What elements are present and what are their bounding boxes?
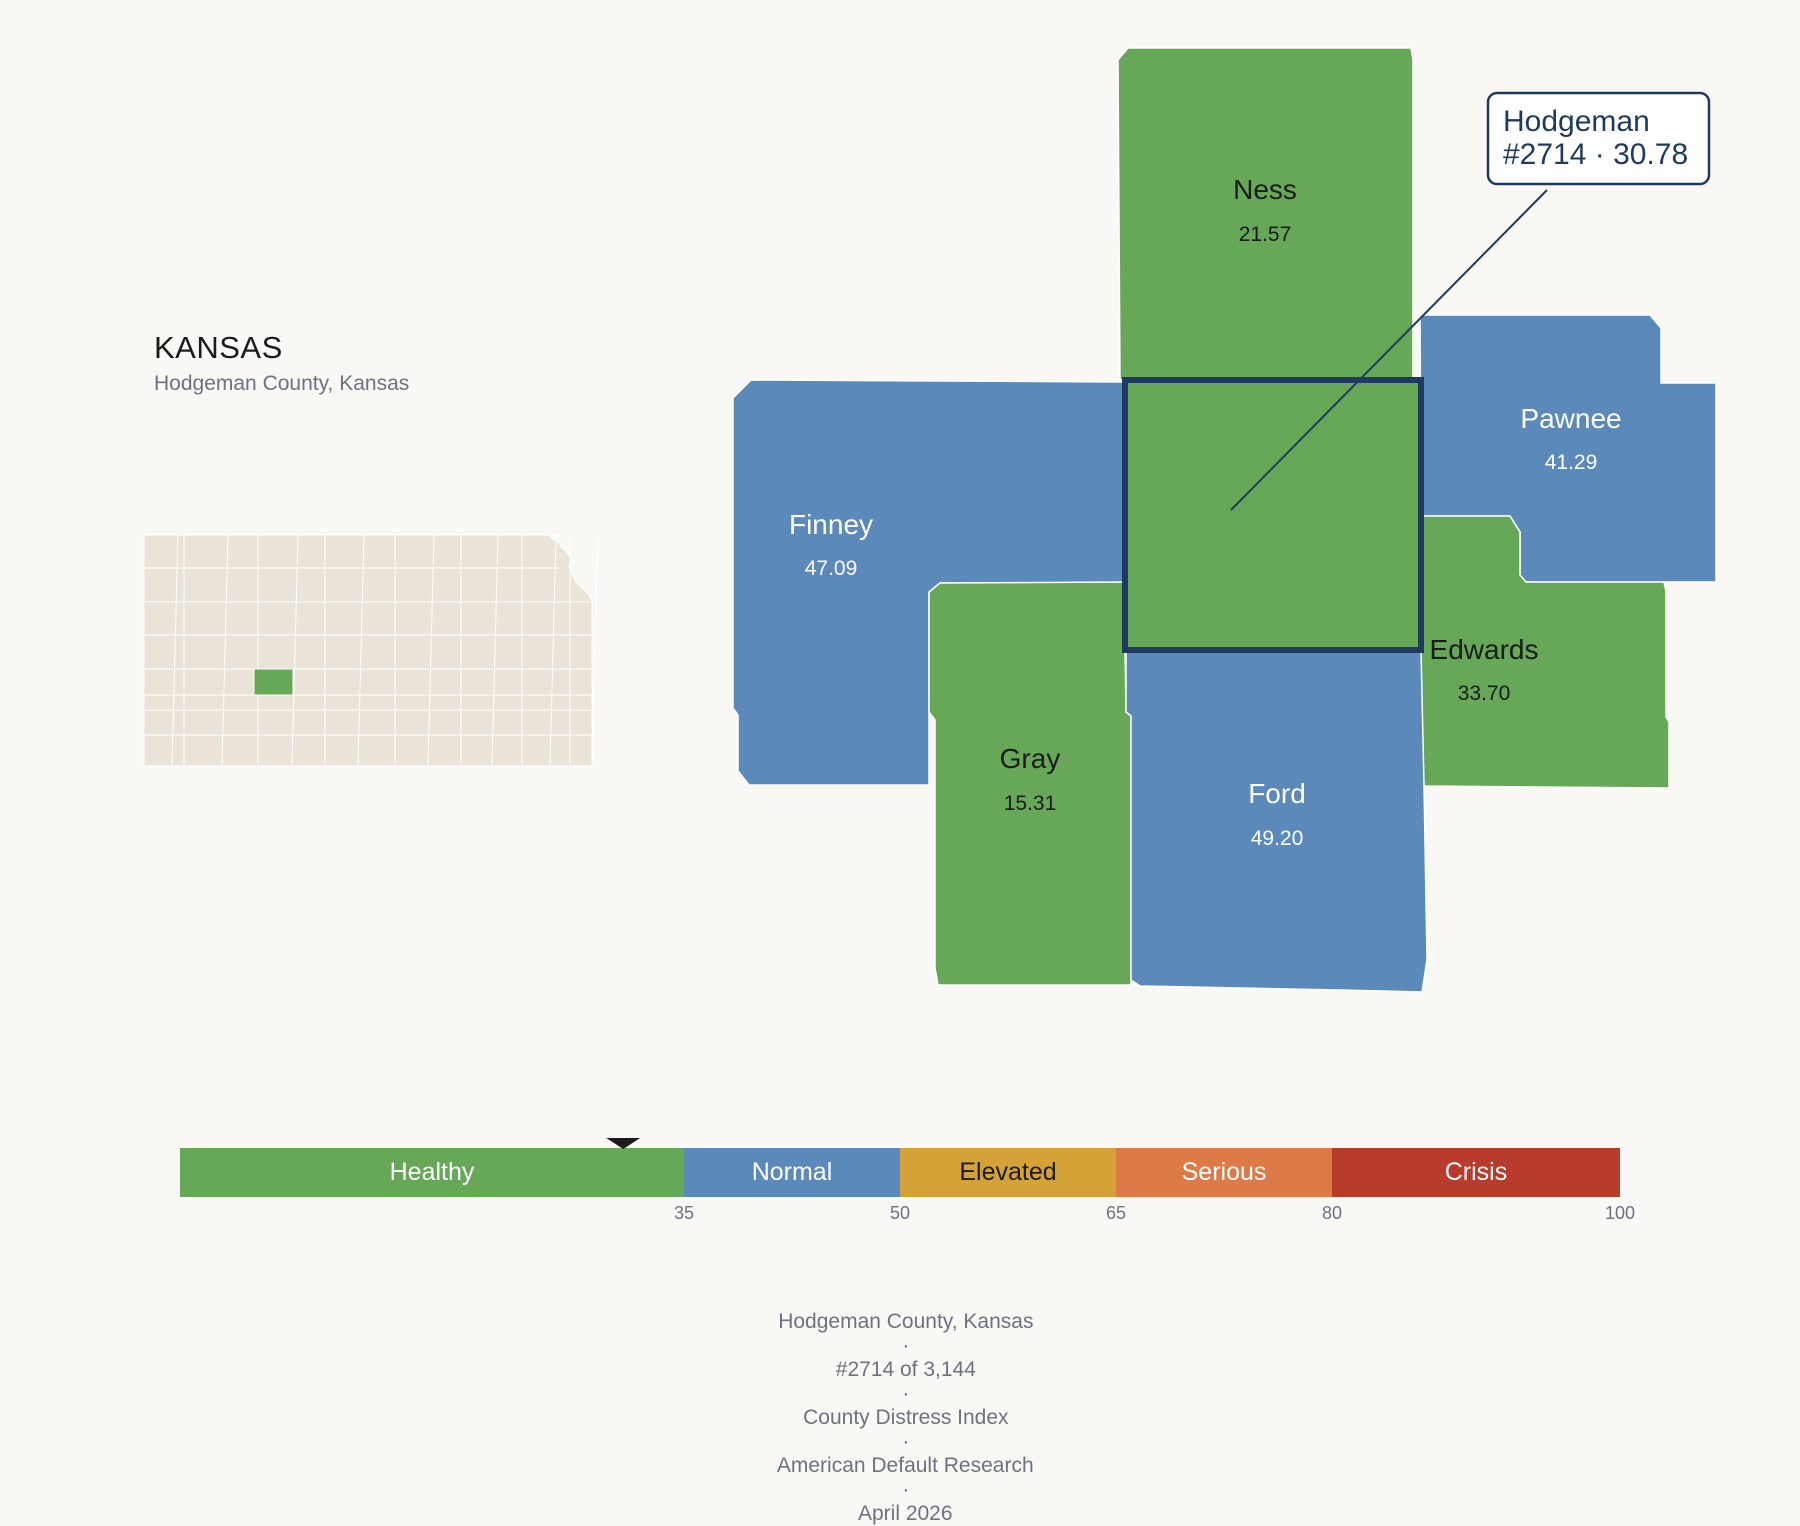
legend-band-label-normal: Normal bbox=[752, 1158, 833, 1186]
county-value-edwards: 33.70 bbox=[1458, 682, 1511, 705]
callout-box bbox=[1486, 91, 1711, 186]
legend-band-serious bbox=[1116, 1148, 1332, 1197]
inset-county-border bbox=[221, 534, 229, 767]
state-title: KANSAS bbox=[154, 330, 283, 365]
legend-tick-label: 50 bbox=[890, 1203, 910, 1223]
inset-hodgeman-highlight bbox=[253, 668, 294, 696]
footer: Hodgeman County, Kansas · #2714 of 3,144… bbox=[0, 1286, 1800, 1526]
county-value-pawnee: 41.29 bbox=[1545, 451, 1598, 474]
legend-tick-label: 100 bbox=[1605, 1203, 1635, 1223]
legend-tick-label: 35 bbox=[674, 1203, 694, 1223]
county-value-ness: 21.57 bbox=[1239, 223, 1292, 246]
legend-tick-label: 80 bbox=[1322, 1203, 1342, 1223]
legend-band-healthy bbox=[180, 1148, 684, 1197]
county-label-ford: Ford bbox=[1248, 778, 1306, 809]
legend-band-label-elevated: Elevated bbox=[959, 1158, 1056, 1186]
county-value-ford: 49.20 bbox=[1251, 827, 1304, 850]
footer-separator: · bbox=[884, 1382, 927, 1405]
footer-separator: · bbox=[884, 1334, 927, 1357]
callout-county-name: Hodgeman bbox=[1503, 105, 1650, 138]
distress-scale-legend: Healthy Normal Elevated Serious Crisis 35 50 6… bbox=[180, 1138, 1635, 1223]
callout-leader-line bbox=[1230, 189, 1548, 511]
county-grid bbox=[143, 534, 599, 767]
state-locator-map bbox=[143, 534, 599, 767]
legend-band-label-crisis: Crisis bbox=[1445, 1158, 1508, 1186]
inset-county-border bbox=[291, 534, 299, 767]
footer-separator: · bbox=[884, 1478, 927, 1501]
legend-band-crisis bbox=[1332, 1148, 1620, 1197]
county-label-finney: Finney bbox=[789, 509, 873, 540]
callout-rank-value: #2714 · 30.78 bbox=[1503, 138, 1688, 171]
inset-county-border bbox=[171, 534, 179, 767]
footer-index-name: County Distress Index bbox=[803, 1406, 1009, 1429]
legend-band-label-serious: Serious bbox=[1182, 1158, 1267, 1186]
footer-date: April 2026 bbox=[857, 1502, 953, 1525]
county-map: Ness 21.57 Edwards 33.70 Gray 15.31 Pawn… bbox=[732, 47, 1717, 993]
county-label-pawnee: Pawnee bbox=[1520, 403, 1621, 434]
footer-publisher: American Default Research bbox=[776, 1454, 1034, 1477]
legend-band-elevated bbox=[900, 1148, 1116, 1197]
county-value-gray: 15.31 bbox=[1004, 792, 1057, 815]
footer-separator: · bbox=[884, 1430, 927, 1453]
county-label-edwards: Edwards bbox=[1430, 634, 1539, 665]
county-label-gray: Gray bbox=[1000, 743, 1061, 774]
legend-band-normal bbox=[684, 1148, 900, 1197]
county-ford[interactable] bbox=[1125, 649, 1428, 993]
legend-band-label-healthy: Healthy bbox=[390, 1158, 475, 1186]
inset-county-border bbox=[357, 534, 365, 767]
state-subtitle: Hodgeman County, Kansas bbox=[154, 372, 410, 395]
inset-county-border bbox=[427, 534, 435, 767]
county-hodgeman[interactable] bbox=[1122, 377, 1424, 653]
inset-county-border bbox=[549, 534, 557, 767]
legend-tick-label: 65 bbox=[1106, 1203, 1126, 1223]
county-label-ness: Ness bbox=[1233, 174, 1297, 205]
footer-location: Hodgeman County, Kansas bbox=[778, 1310, 1034, 1333]
footer-rank: #2714 of 3,144 bbox=[835, 1358, 976, 1381]
inset-county-border bbox=[491, 534, 499, 767]
county-value-finney: 47.09 bbox=[805, 557, 858, 580]
current-value-marker bbox=[606, 1138, 641, 1149]
inset-county-border bbox=[591, 534, 599, 767]
